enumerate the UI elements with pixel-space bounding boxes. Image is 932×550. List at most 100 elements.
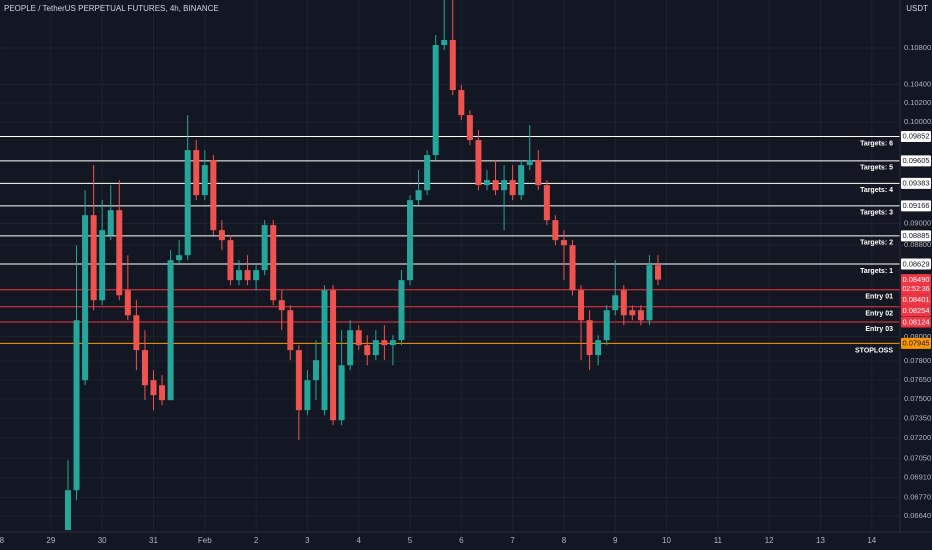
x-tick-label: 14 xyxy=(867,536,876,545)
level-label: Targets: 4 xyxy=(860,187,893,194)
candle-body xyxy=(253,270,260,281)
candle-body xyxy=(603,310,610,341)
y-tick-label: 0.07800 xyxy=(904,356,931,365)
candle-body xyxy=(389,340,396,346)
candle-body xyxy=(646,265,653,321)
price-box-label: 0.09383 xyxy=(902,179,929,188)
y-tick-label: 0.07200 xyxy=(904,433,931,442)
candle-body xyxy=(637,310,644,321)
price-box xyxy=(901,177,931,189)
x-tick-label: 7 xyxy=(510,536,515,545)
x-tick-label: 8 xyxy=(562,536,567,545)
candle-body xyxy=(227,240,234,281)
candle-body xyxy=(176,255,183,261)
candle-body xyxy=(210,160,217,231)
x-tick-label: 31 xyxy=(149,536,158,545)
axis-unit: USDT xyxy=(906,4,928,13)
candle-body xyxy=(586,320,593,356)
y-tick-label: 0.10000 xyxy=(904,117,931,126)
x-tick-label: 4 xyxy=(356,536,361,545)
candles xyxy=(64,0,662,531)
levels: Targets: 6 Targets: 5 Targets: 4 Targets: 3… xyxy=(0,135,900,354)
candle-body xyxy=(124,290,131,316)
price-box-label: 0.08401 xyxy=(902,295,929,304)
candle-body xyxy=(107,210,114,236)
y-tick-label: 0.07050 xyxy=(904,453,931,462)
candle-body xyxy=(518,165,525,196)
candle-body xyxy=(449,39,456,91)
y-tick-label: 0.09000 xyxy=(904,218,931,227)
candle-body xyxy=(193,150,200,196)
x-tick-label: 2 xyxy=(254,536,259,545)
y-tick-label: 0.10800 xyxy=(904,43,931,52)
level-label: STOPLOSS xyxy=(855,347,893,354)
y-tick-label: 0.07650 xyxy=(904,375,931,384)
candle-body xyxy=(432,45,439,156)
price-box-label: 0.07945 xyxy=(902,339,929,348)
price-boxes: 0.09852 0.09605 0.09383 0.09166 0.08885 0.086… xyxy=(901,130,931,349)
price-box xyxy=(901,200,931,212)
candle-body xyxy=(629,310,636,316)
level-label: Targets: 5 xyxy=(860,165,893,172)
price-box xyxy=(901,316,931,328)
candle-body xyxy=(270,225,277,301)
candle-body xyxy=(578,290,585,321)
candle-body xyxy=(655,265,662,280)
candle-body xyxy=(304,380,311,411)
candle-body xyxy=(73,320,80,491)
candle-body xyxy=(167,260,174,401)
candle-body xyxy=(218,230,225,241)
level-label: Targets: 6 xyxy=(860,140,893,147)
y-tick-label: 0.08800 xyxy=(904,240,931,249)
candle-body xyxy=(201,165,208,196)
candle-body xyxy=(90,215,97,301)
candle-body xyxy=(355,330,362,346)
countdown: 02:52:36 xyxy=(902,286,929,293)
y-tick-label: 0.10400 xyxy=(904,79,931,88)
price-box-label: 0.08885 xyxy=(902,231,929,240)
candle-body xyxy=(244,270,251,281)
y-tick-label: 0.06910 xyxy=(904,473,931,482)
y-tick-label: 0.06770 xyxy=(904,492,931,501)
candle-body xyxy=(620,290,627,316)
price-box xyxy=(901,258,931,270)
y-tick-label: 0.06640 xyxy=(904,511,931,520)
level-label: Targets: 2 xyxy=(860,240,893,247)
candle-body xyxy=(466,115,473,141)
candle-body xyxy=(381,340,388,346)
level-label: Targets: 3 xyxy=(860,210,893,217)
y-tick-label: 0.07500 xyxy=(904,394,931,403)
axes: 0.10800 0.10400 0.10200 0.10000 0.09000 0.088… xyxy=(0,43,931,545)
level-label: Entry 02 xyxy=(865,311,893,318)
level-label: Entry 03 xyxy=(865,326,893,333)
candle-body xyxy=(441,39,448,46)
x-tick-label: 10 xyxy=(662,536,671,545)
candle-body xyxy=(415,190,422,201)
x-tick-label: 28 xyxy=(0,536,5,545)
candle-body xyxy=(407,200,414,281)
price-box xyxy=(901,337,931,349)
candle-body xyxy=(569,245,576,291)
x-tick-label: 9 xyxy=(613,536,618,545)
candle-body xyxy=(612,295,619,311)
y-tick-label: 0.07350 xyxy=(904,413,931,422)
x-tick-label: 5 xyxy=(408,536,413,545)
candle-body xyxy=(82,215,89,381)
y-tick-label: 0.10200 xyxy=(904,98,931,107)
chart-title: PEOPLE / TetherUS PERPETUAL FUTURES, 4h,… xyxy=(4,4,219,13)
y-tick-label: 0.08000 xyxy=(904,332,931,341)
x-tick-label: 11 xyxy=(714,536,723,545)
x-tick-label: 6 xyxy=(459,536,464,545)
candle-body xyxy=(364,345,371,356)
price-box-label: 0.08124 xyxy=(902,317,929,326)
candle-body xyxy=(338,365,345,421)
candle-body xyxy=(483,180,490,186)
price-box-label: 0.08490 xyxy=(902,275,929,284)
candle-body xyxy=(321,290,328,411)
candle-body xyxy=(560,240,567,246)
candle-body xyxy=(287,310,294,351)
price-box-label: 0.09166 xyxy=(902,201,929,210)
candle-body xyxy=(116,210,123,296)
